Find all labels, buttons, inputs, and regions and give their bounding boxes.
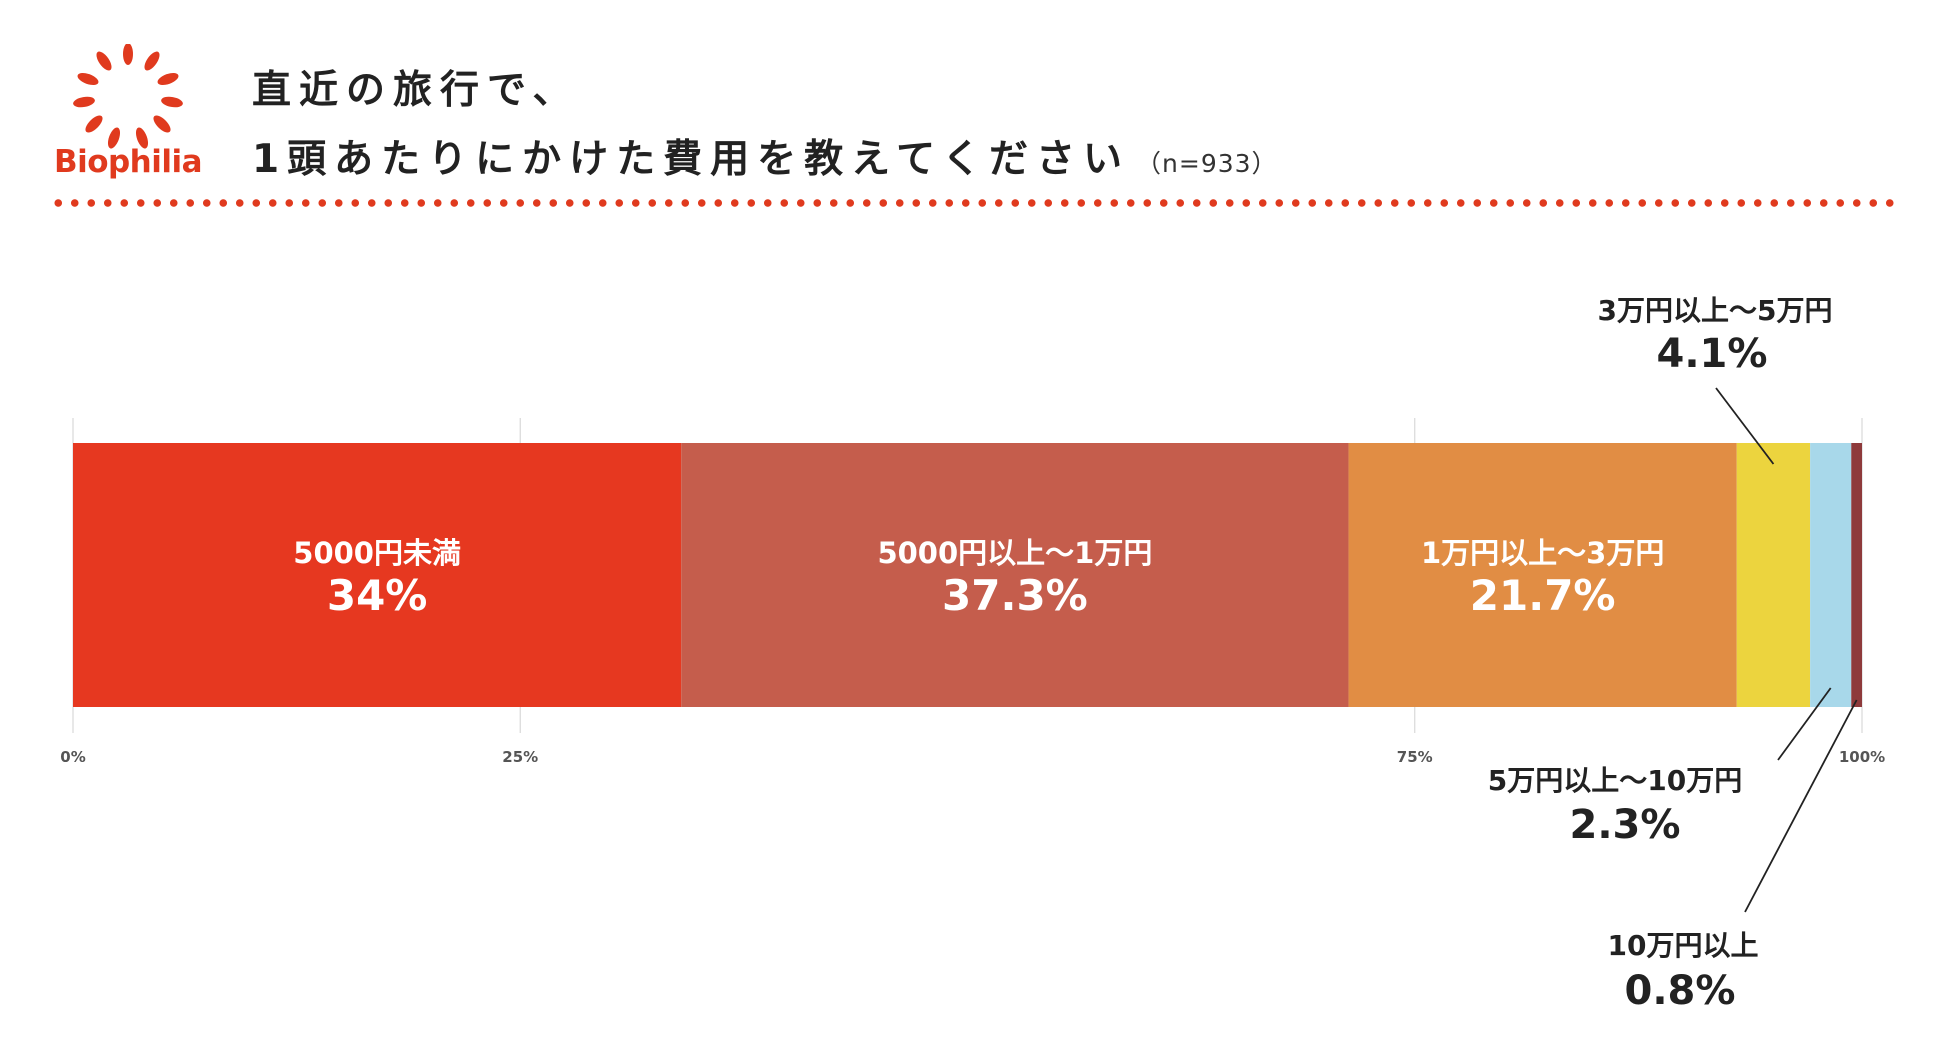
callout-value-label-3: 4.1%: [1657, 331, 1768, 377]
callout-value-label-4: 2.3%: [1570, 802, 1681, 848]
laurel-wreath-icon: [73, 44, 183, 149]
callout-category-label-4: 5万円以上～10万円: [1488, 764, 1742, 797]
title-line-2: 1頭あたりにかけた費用を教えてください （n=933）: [252, 125, 1278, 198]
segment-value-label-2: 21.7%: [1470, 571, 1616, 620]
callout-category-label-3: 3万円以上～5万円: [1598, 294, 1833, 327]
leader-line-5: [1744, 699, 1858, 913]
callout-value-label-5: 0.8%: [1625, 968, 1736, 1014]
bar-segment-5: [1851, 443, 1862, 707]
brand-name: Biophilia: [53, 144, 203, 180]
title-line-1: 直近の旅行で、: [252, 68, 580, 113]
segment-category-label-1: 5000円以上～1万円: [877, 536, 1152, 570]
tick-label-1: 25%: [502, 748, 538, 766]
bar-segment-2: [1348, 443, 1737, 707]
title-question: 1頭あたりにかけた費用を教えてください: [252, 137, 1131, 182]
biophilia-logo: Biophilia: [48, 44, 208, 194]
dotted-divider: [50, 198, 1900, 208]
leader-line-4: [1777, 687, 1832, 761]
segment-value-label-1: 37.3%: [942, 571, 1088, 620]
bar-segment-3: [1736, 443, 1811, 707]
chart-title: 直近の旅行で、 1頭あたりにかけた費用を教えてください （n=933）: [252, 56, 1278, 198]
tick-label-0: 0%: [60, 748, 85, 766]
segment-category-label-2: 1万円以上～3万円: [1421, 536, 1664, 570]
tick-label-3: 100%: [1839, 748, 1885, 766]
bar-segment-0: [73, 443, 682, 707]
bar-segment-1: [681, 443, 1349, 707]
callout-category-label-5: 10万円以上: [1608, 929, 1759, 962]
segment-category-label-0: 5000円未満: [293, 536, 461, 570]
leader-line-3: [1715, 387, 1775, 465]
tick-label-2: 75%: [1397, 748, 1433, 766]
sample-size-note: （n=933）: [1136, 149, 1278, 178]
segment-value-label-0: 34%: [327, 571, 428, 620]
bar-segment-4: [1810, 443, 1852, 707]
